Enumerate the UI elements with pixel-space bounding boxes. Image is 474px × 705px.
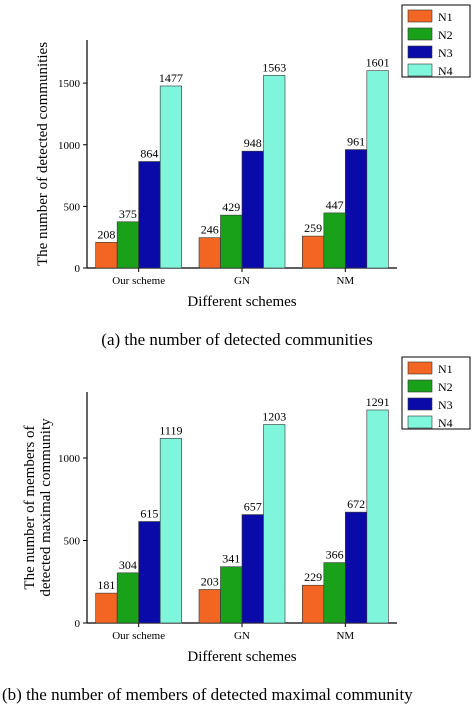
data-label: 1291	[366, 395, 390, 409]
bar-n3	[241, 150, 264, 269]
bar-n3	[345, 511, 368, 624]
bar-n4	[159, 438, 182, 624]
data-label: 864	[140, 147, 158, 161]
data-label: 181	[97, 578, 115, 592]
x-tick-label: Our scheme	[112, 630, 165, 642]
bar-n3	[345, 149, 368, 269]
y-tick-label: 500	[64, 201, 81, 213]
bar-n2	[323, 212, 346, 269]
y-tick-label: 1000	[58, 453, 81, 465]
y-axis-title: The number of members of	[22, 425, 38, 589]
chart-a: 0 500 1000 1500 Our scheme 208 375 864 1477 GN 246…	[35, 4, 471, 349]
y-axis-title: detected maximal community	[38, 418, 54, 597]
y-tick-label: 1000	[58, 140, 81, 152]
legend-swatch-n4	[407, 415, 433, 429]
bar-n2	[116, 572, 139, 624]
data-label: 1119	[159, 423, 182, 437]
bar-n2	[323, 562, 346, 624]
bar-n3	[241, 514, 264, 624]
data-label: 447	[326, 198, 344, 212]
data-label: 1203	[262, 410, 286, 424]
bar-n4	[263, 424, 286, 624]
x-tick-label: NM	[336, 630, 354, 642]
chart-caption: (b) the number of members of detected ma…	[2, 685, 413, 704]
data-label: 615	[140, 507, 158, 521]
chart-caption: (a) the number of detected communities	[101, 330, 372, 349]
legend-swatch-n3	[407, 397, 433, 411]
data-label: 672	[347, 497, 365, 511]
bar-n2	[116, 221, 139, 269]
data-label: 1601	[366, 56, 390, 70]
y-tick-label: 0	[75, 263, 81, 275]
x-tick-label: Our scheme	[112, 275, 165, 287]
x-tick-label: GN	[234, 630, 250, 642]
data-label: 341	[222, 552, 240, 566]
data-label: 304	[119, 558, 137, 572]
bar-n1	[302, 584, 325, 624]
data-label: 961	[347, 135, 365, 149]
data-label: 208	[97, 227, 115, 241]
legend-swatch-n3	[407, 45, 433, 59]
bar-n2	[220, 214, 243, 269]
legend-swatch-n2	[407, 379, 433, 393]
legend-swatch-n4	[407, 63, 433, 77]
data-label: 375	[119, 207, 137, 221]
legend-label-n3: N3	[438, 398, 453, 412]
bar-n4	[263, 75, 286, 269]
bar-n4	[159, 85, 182, 269]
data-label: 229	[304, 570, 322, 584]
bar-n1	[198, 237, 221, 269]
bar-n3	[138, 161, 161, 269]
legend-swatch-n1	[407, 361, 433, 375]
bar-n4	[366, 70, 389, 269]
x-tick-label: GN	[234, 275, 250, 287]
y-tick-label: 500	[64, 536, 81, 548]
data-label: 1477	[159, 71, 183, 85]
x-axis-title: Different schemes	[187, 649, 296, 665]
legend-label-n1: N1	[438, 10, 453, 24]
bar-n1	[95, 592, 118, 624]
legend-swatch-n1	[407, 9, 433, 23]
x-axis-title: Different schemes	[187, 294, 296, 310]
bar-n3	[138, 521, 161, 624]
bar-n1	[302, 235, 325, 269]
bar-n1	[198, 589, 221, 624]
y-axis-title: The number of detected communities	[35, 42, 51, 266]
legend-label-n2: N2	[438, 28, 453, 42]
data-label: 657	[244, 500, 262, 514]
bar-n2	[220, 566, 243, 624]
legend-label-n3: N3	[438, 46, 453, 60]
x-tick-label: NM	[336, 275, 354, 287]
legend-label-n4: N4	[438, 416, 453, 430]
data-label: 1563	[262, 60, 286, 74]
y-tick-label: 1500	[58, 78, 81, 90]
legend-swatch-n2	[407, 27, 433, 41]
y-tick-label: 0	[75, 618, 81, 630]
data-label: 948	[244, 136, 262, 150]
bar-n4	[366, 409, 389, 624]
data-label: 366	[326, 548, 344, 562]
data-label: 429	[222, 200, 240, 214]
legend-label-n4: N4	[438, 64, 453, 78]
data-label: 259	[304, 221, 322, 235]
legend-label-n2: N2	[438, 380, 453, 394]
data-label: 203	[201, 575, 219, 589]
legend-label-n1: N1	[438, 362, 453, 376]
data-label: 246	[201, 223, 219, 237]
bar-n1	[95, 242, 118, 269]
